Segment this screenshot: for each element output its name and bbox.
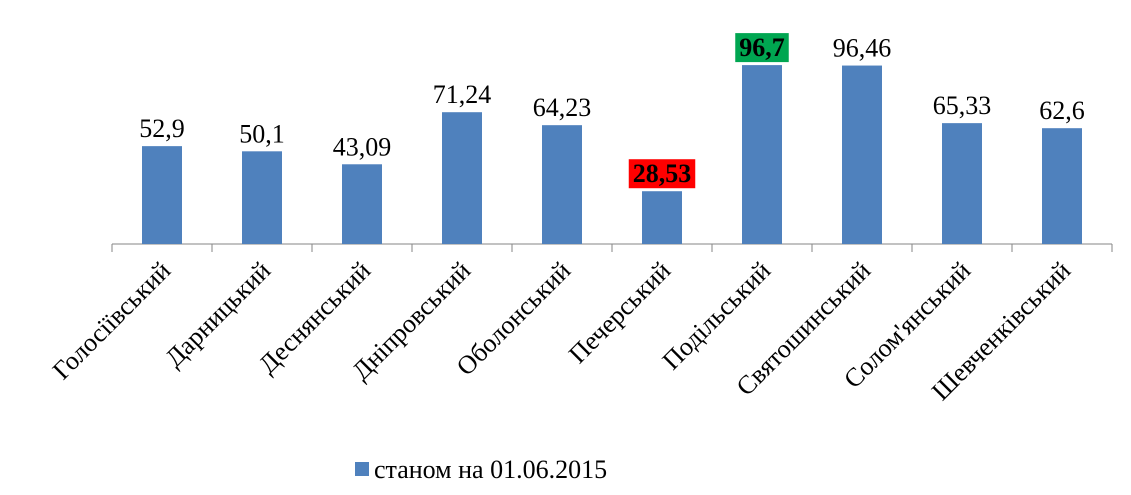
data-label: 96,7 [739,33,785,62]
data-label-background [735,33,789,63]
bar [442,112,482,245]
data-label: 96,46 [833,34,892,63]
legend-swatch [355,462,369,476]
data-label: 62,6 [1039,96,1085,125]
data-label-background [628,159,696,189]
bar [942,123,982,244]
data-label: 71,24 [433,80,492,109]
legend-label: станом на 01.06.2015 [374,455,607,484]
data-label: 50,1 [239,119,285,148]
bar [342,164,382,244]
bar [242,151,282,244]
data-label: 65,33 [933,91,992,120]
bar [142,146,182,244]
data-label: 28,53 [633,159,692,188]
data-label: 43,09 [333,132,392,161]
x-tick-label: Голосіївський [47,256,176,385]
data-label: 52,9 [139,114,185,143]
data-label: 64,23 [533,93,592,122]
bar [742,65,782,244]
bar [1042,128,1082,244]
bar [842,65,882,244]
bar [542,125,582,244]
bar [642,191,682,244]
